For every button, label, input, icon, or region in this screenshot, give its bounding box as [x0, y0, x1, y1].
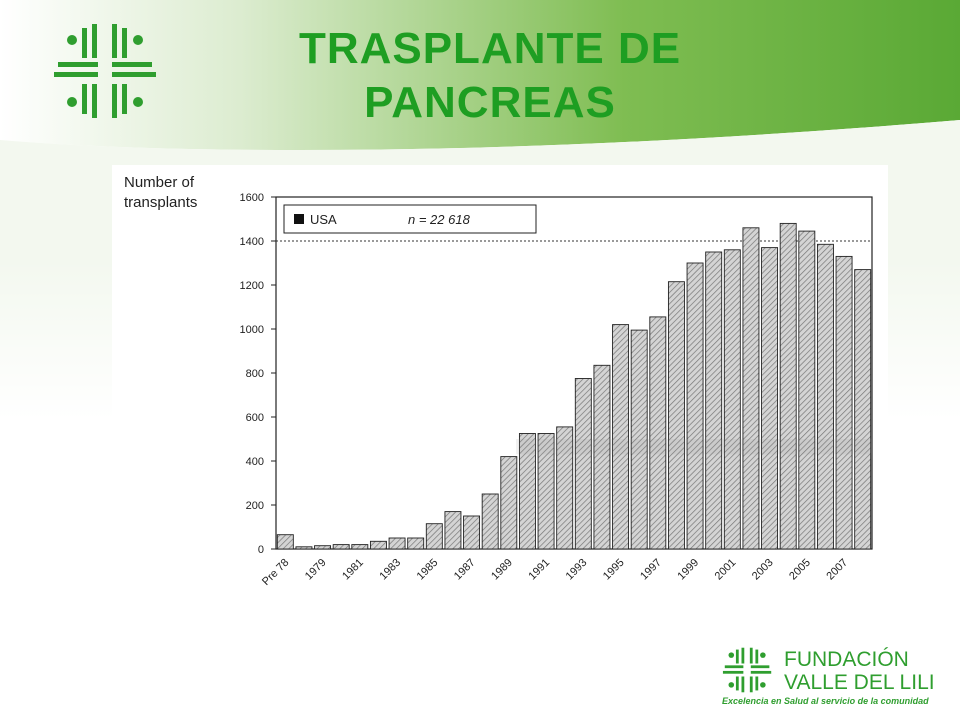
bar-1987: [463, 515, 481, 550]
bar-1980: [332, 544, 350, 550]
y-tick-label: 0: [258, 544, 264, 556]
bar-1988: [481, 493, 499, 550]
x-tick-label: 1989: [489, 557, 515, 583]
x-tick-label: 2005: [787, 557, 813, 583]
bar-1984: [407, 537, 425, 550]
y-tick-label: 1000: [240, 324, 264, 336]
bar-1994: [593, 364, 611, 550]
bar-1978: [295, 546, 313, 550]
footer-tagline: Excelencia en Salud al servicio de la co…: [722, 696, 929, 706]
y-tick-label: 600: [246, 412, 264, 424]
x-tick-label: 1985: [415, 557, 441, 583]
fundacion-cross-logo-icon: [54, 24, 156, 118]
legend-n: n = 22 618: [408, 212, 471, 227]
bar-2007: [835, 255, 853, 550]
bar-1982: [369, 540, 387, 550]
x-tick-label: 1991: [526, 557, 552, 583]
x-tick-label: 2003: [750, 557, 776, 583]
chart-panel: Number of transplants 0 200 400 600 800 1000 120…: [112, 165, 888, 605]
slide-title-line-1: TRASPLANTE DE: [298, 24, 682, 73]
y-tick-label: 200: [246, 500, 264, 512]
bar-2004: [779, 222, 797, 550]
x-tick-label: 1997: [638, 557, 664, 583]
bar-1979: [314, 545, 332, 550]
bar-1999: [686, 262, 704, 550]
bar-1995: [612, 324, 630, 550]
y-tick-label: 1200: [240, 280, 264, 292]
bar-2002: [742, 227, 760, 550]
bar-1986: [444, 511, 462, 550]
y-axis-label-line-2: transplants: [124, 194, 197, 211]
y-tick-label: 1600: [240, 192, 264, 204]
x-tick-label: 1987: [452, 557, 478, 583]
bar-1983: [388, 537, 406, 550]
footer-name-line-2: VALLE DEL LILI: [784, 671, 935, 694]
x-tick-label: Pre 78: [260, 557, 291, 588]
x-tick-label: 2007: [824, 557, 850, 583]
legend-label: USA: [310, 212, 337, 227]
y-axis-label-line-1: Number of: [124, 174, 195, 191]
bar-1998: [667, 281, 685, 550]
x-tick-label: 1995: [601, 557, 627, 583]
bar-2005: [798, 230, 816, 550]
bar-1992: [556, 426, 574, 550]
bar-2006: [816, 243, 834, 550]
fundacion-cross-logo-icon: [722, 647, 772, 693]
bar-pre-78: [276, 534, 294, 550]
bar-2001: [723, 249, 741, 550]
bar-1985: [425, 523, 443, 550]
y-tick-label: 800: [246, 368, 264, 380]
x-tick-label: 1979: [303, 557, 329, 583]
bar-2003: [761, 247, 779, 550]
slide-title: TRASPLANTE DE PANCREAS: [200, 22, 780, 130]
bar-1981: [351, 544, 369, 550]
x-tick-label: 1993: [564, 557, 590, 583]
shaded-band: [516, 439, 872, 455]
x-tick-label: 1999: [675, 557, 701, 583]
footer-logo: FUNDACIÓN VALLE DEL LILI Excelencia en S…: [722, 644, 942, 708]
bar-1993: [574, 378, 592, 550]
bar-1989: [500, 456, 518, 550]
x-tick-label: 2001: [713, 557, 739, 583]
x-tick-label: 1981: [340, 557, 366, 583]
slide-title-line-2: PANCREAS: [364, 78, 616, 127]
bar-2008: [854, 269, 872, 550]
y-tick-label: 400: [246, 456, 264, 468]
bar-chart: Number of transplants 0 200 400 600 800 1000 120…: [124, 174, 873, 588]
legend-swatch: [294, 214, 304, 224]
bar-1990: [518, 433, 536, 550]
y-tick-label: 1400: [240, 236, 264, 248]
x-tick-label: 1983: [377, 557, 403, 583]
bar-1997: [649, 316, 667, 550]
legend-box: [283, 204, 537, 234]
bar-2000: [705, 251, 723, 550]
footer-name-line-1: FUNDACIÓN: [784, 648, 909, 671]
bar-1996: [630, 329, 648, 550]
footer-organization-name: FUNDACIÓN VALLE DEL LILI: [784, 648, 935, 694]
bar-1991: [537, 433, 555, 550]
